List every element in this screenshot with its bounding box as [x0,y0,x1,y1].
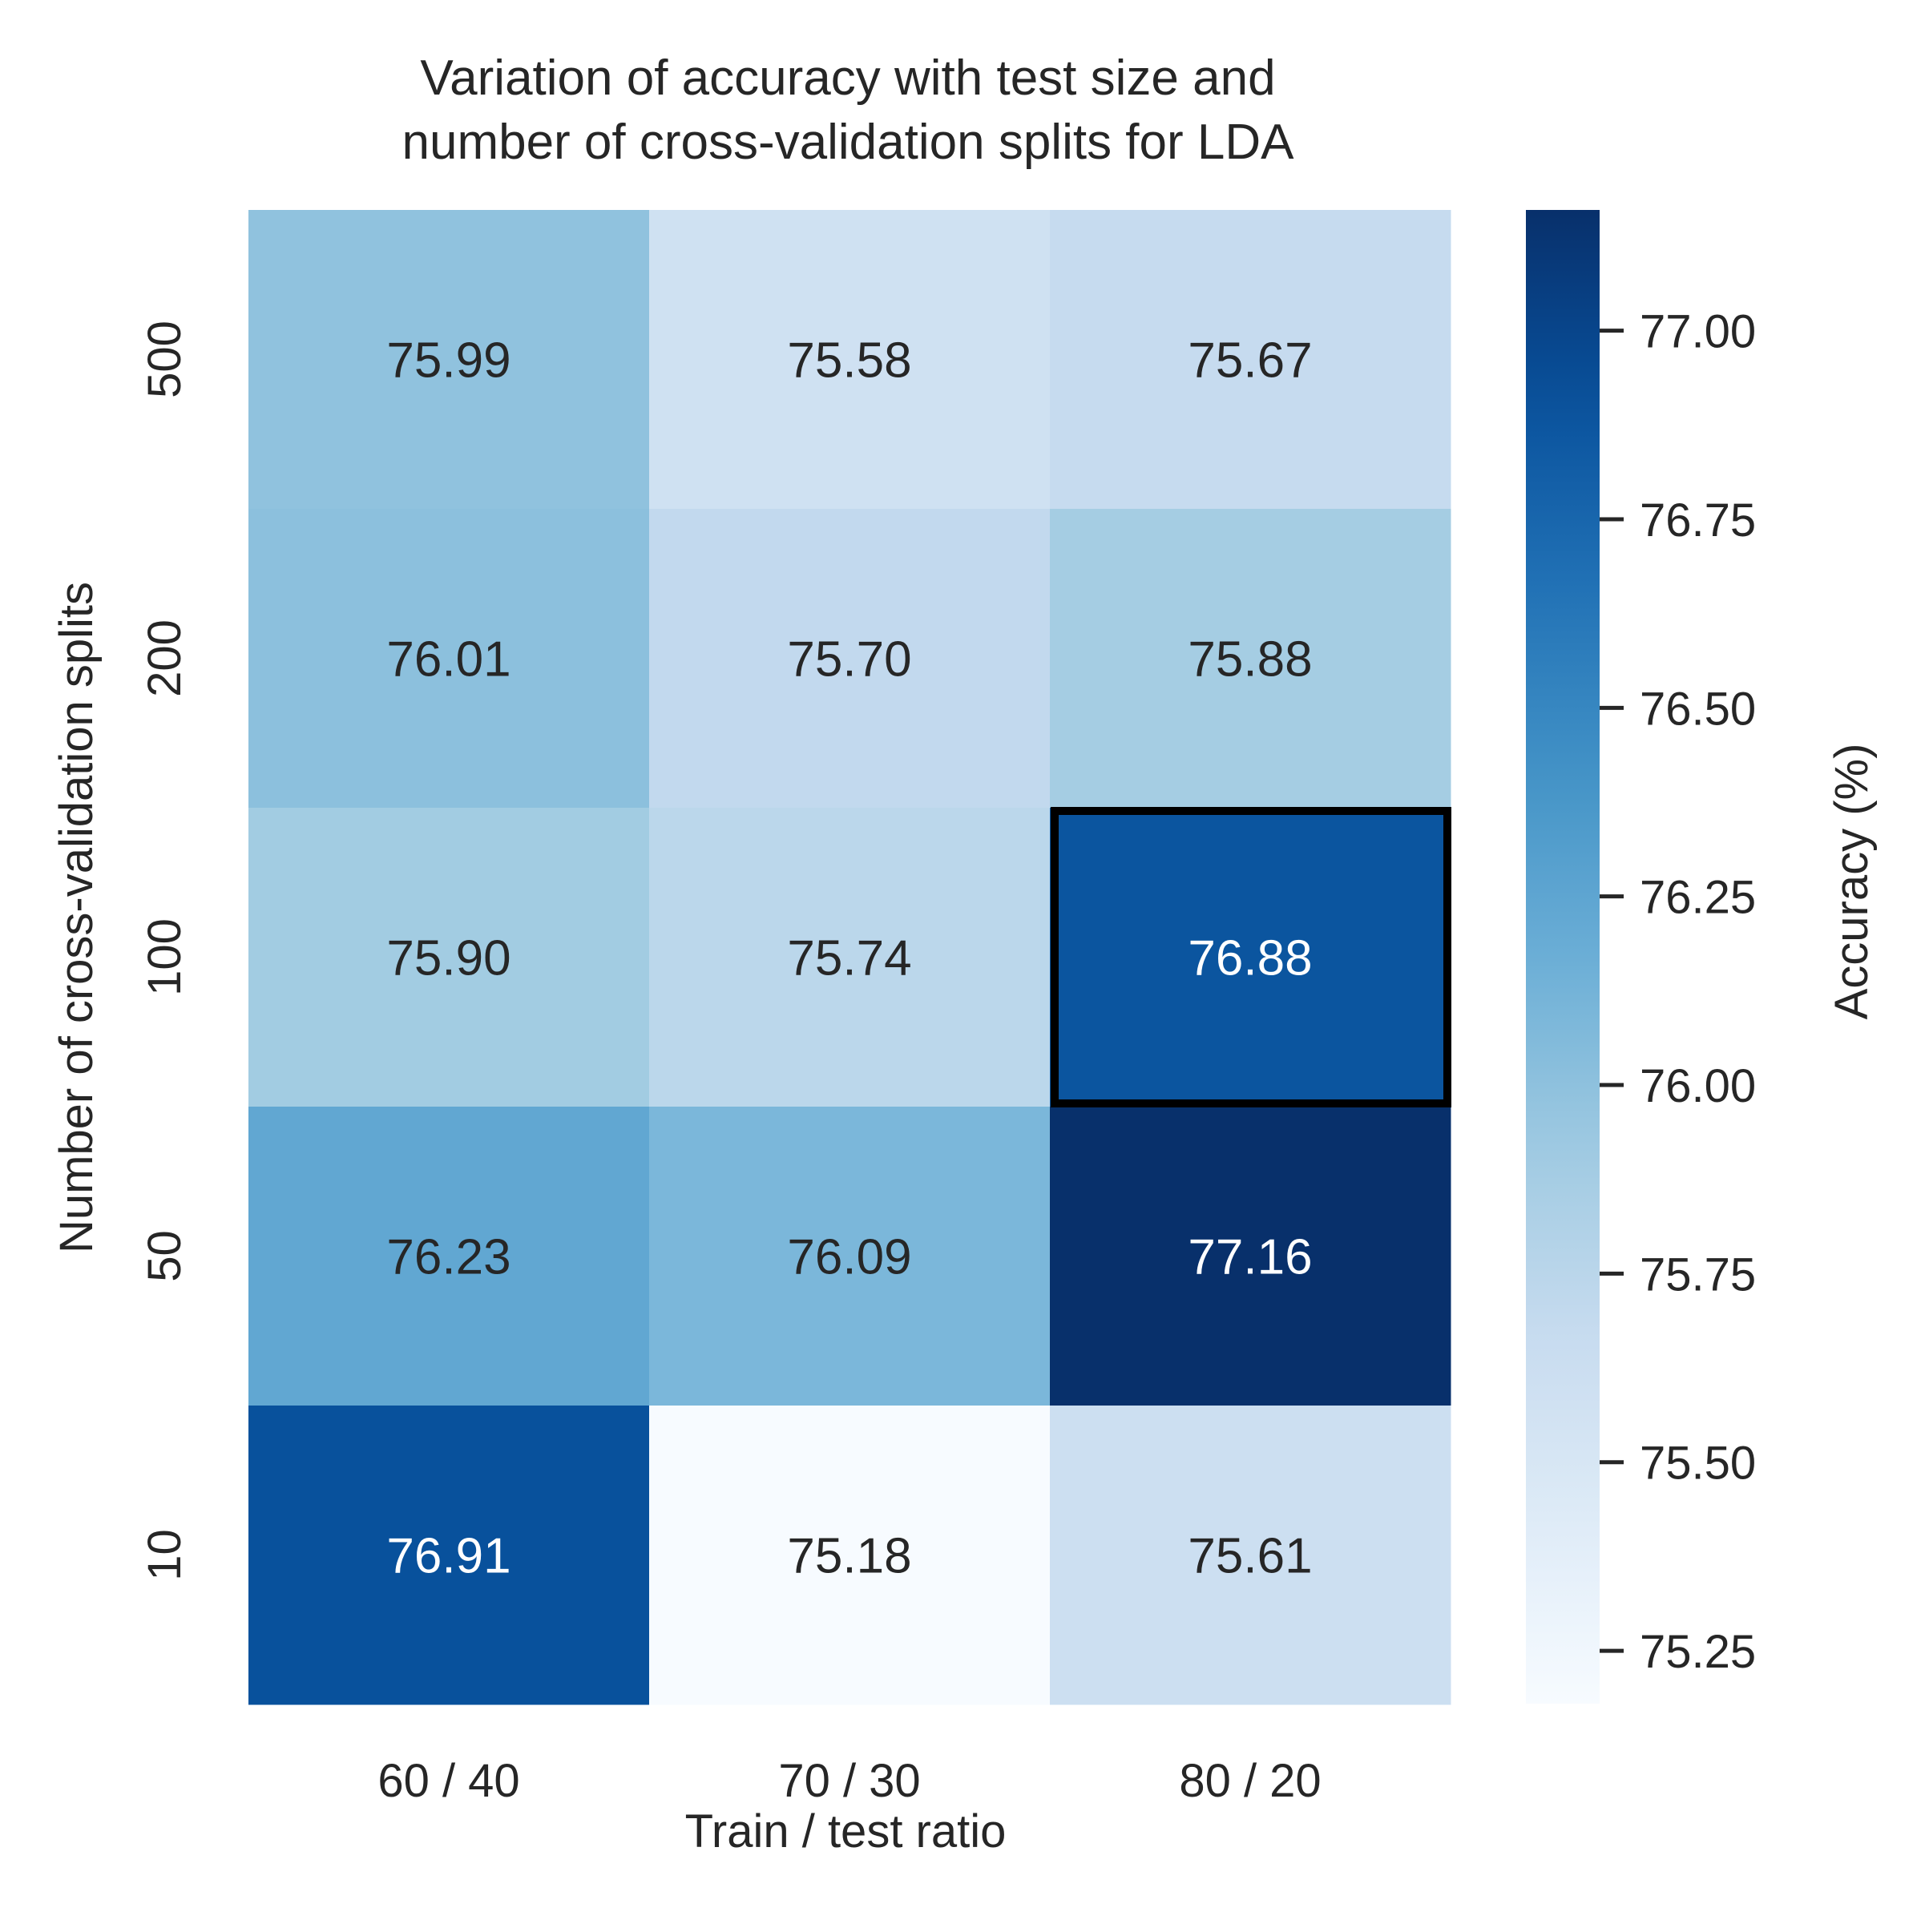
highlight-box [1051,807,1451,1107]
title-line: Variation of accuracy with test size and [420,50,1275,106]
heatmap-cells [248,210,1451,1705]
cell-value-label: 76.23 [386,1230,511,1285]
x-tick-labels: 60 / 40 70 / 30 80 / 20 [377,1755,1321,1807]
title-text: Variation of accuracy with test size and… [402,50,1294,170]
colorbar-tick-label: 75.75 [1640,1248,1756,1301]
heatmap-cell [248,210,650,510]
colorbar-ticks: 75.25 75.50 75.75 76.00 76.25 76.50 76.75 77.00 [1600,306,1756,1678]
colorbar-tick-label: 75.50 [1640,1438,1756,1490]
cell-value-label: 77.16 [1188,1230,1312,1285]
cell-value-label: 75.58 [787,333,911,389]
y-tick-label: 50 [139,1230,191,1282]
heatmap-cell [248,509,650,809]
heatmap-cell [649,808,1051,1107]
y-tick-label: 100 [139,918,191,996]
cell-value-label: 75.74 [787,931,911,986]
cell-value-label: 75.88 [1188,632,1312,688]
y-tick-label: 200 [139,619,191,697]
y-tick-labels: 500 200 100 50 10 [139,321,191,1581]
colorbar-tick-label: 76.50 [1640,683,1756,735]
y-tick-label: 500 [139,321,191,398]
y-tick-label: 10 [139,1529,191,1581]
colorbar-tick-label: 75.25 [1640,1626,1756,1678]
cell-value-label: 75.70 [787,632,911,688]
x-tick-label: 80 / 20 [1179,1755,1321,1807]
cell-value-label: 76.09 [787,1230,911,1285]
heatmap-cell [1050,1406,1451,1705]
cell-value-labels: 75.99 75.58 75.67 76.01 75.70 75.88 75.90 75.74… [386,333,1312,1584]
heatmap-cell [1050,509,1451,809]
cell-value-label: 76.01 [386,632,511,688]
colorbar-tick-label: 77.00 [1640,306,1756,358]
colorbar-label: Accuracy (%) [1826,744,1878,1020]
cell-value-label: 76.91 [386,1529,511,1584]
heatmap-cell [649,210,1051,510]
chart-title: Variation of accuracy with test size and… [402,50,1294,170]
heatmap-cell [248,808,650,1107]
heatmap-cell [1050,808,1451,1107]
highlight-box-group [1051,807,1451,1107]
y-axis-label: Number of cross-validation splits [50,582,103,1253]
cell-value-label: 75.67 [1188,333,1312,389]
cell-value-label: 75.99 [386,333,511,389]
x-tick-label: 70 / 30 [778,1755,920,1807]
heatmap-cell [1050,210,1451,510]
heatmap-cell [649,509,1051,809]
colorbar-tick-label: 76.25 [1640,872,1756,924]
cell-value-label: 76.88 [1188,931,1312,986]
cell-value-label: 75.90 [386,931,511,986]
heatmap-cell [248,1406,650,1705]
heatmap-cell [649,1107,1051,1406]
cell-value-label: 75.18 [787,1529,911,1584]
cell-value-label: 75.61 [1188,1529,1312,1584]
colorbar [1526,210,1600,1704]
colorbar-tick-label: 76.00 [1640,1060,1756,1112]
colorbar-tick-label: 76.75 [1640,494,1756,547]
heatmap-cell [1050,1107,1451,1406]
heatmap-cell [649,1406,1051,1705]
title-line: number of cross-validation splits for LD… [402,115,1294,170]
x-axis-label: Train / test ratio [685,1805,1007,1857]
heatmap-cell [248,1107,650,1406]
x-tick-label: 60 / 40 [377,1755,519,1807]
